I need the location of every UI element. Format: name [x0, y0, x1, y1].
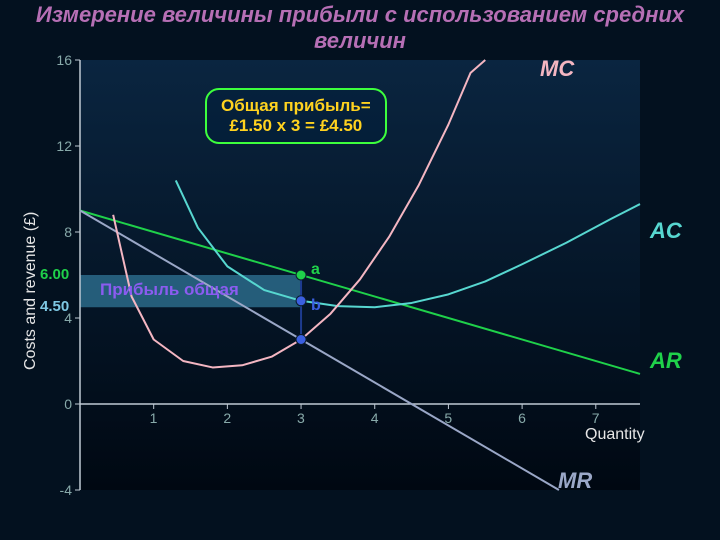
- x-tick: 7: [592, 410, 600, 426]
- x-tick: 4: [371, 410, 379, 426]
- x-axis-label: Quantity: [585, 426, 645, 444]
- page-title: Измерение величины прибыли с использован…: [0, 2, 720, 54]
- y-tick: -4: [60, 482, 72, 498]
- curve-label-mr: MR: [558, 468, 592, 494]
- curve-label-ac: AC: [650, 218, 682, 244]
- y-tick: 0: [64, 396, 72, 412]
- point-label-a: a: [311, 261, 320, 279]
- x-tick: 3: [297, 410, 305, 426]
- profit-callout-line-1: Общая прибыль=: [221, 96, 371, 116]
- side-number: 4.50: [40, 298, 69, 315]
- side-number: 6.00: [40, 266, 69, 283]
- y-tick: 8: [64, 224, 72, 240]
- x-tick: 1: [150, 410, 158, 426]
- x-tick: 2: [223, 410, 231, 426]
- point-label-b: b: [311, 297, 321, 315]
- profit-callout-line-2: £1.50 x 3 = £4.50: [221, 116, 371, 136]
- profit-callout: Общая прибыль= £1.50 x 3 = £4.50: [205, 88, 387, 144]
- curve-label-ar: AR: [650, 348, 682, 374]
- y-tick: 16: [56, 52, 72, 68]
- y-axis-label: Costs and revenue (£): [22, 211, 40, 369]
- profit-band-label: Прибыль общая: [100, 280, 239, 300]
- x-tick: 5: [444, 410, 452, 426]
- y-tick: 12: [56, 138, 72, 154]
- curve-label-mc: MC: [540, 56, 574, 82]
- x-tick: 6: [518, 410, 526, 426]
